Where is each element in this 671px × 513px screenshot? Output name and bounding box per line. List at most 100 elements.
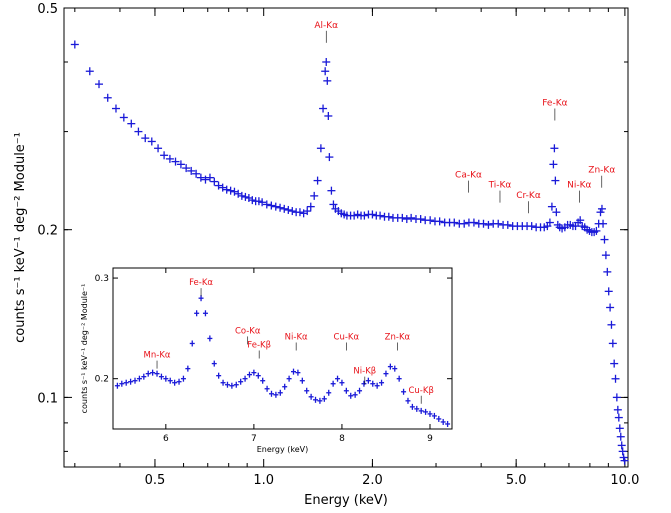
- data-point: [611, 374, 620, 383]
- inset-data-point: [136, 375, 142, 382]
- inset-data-point: [343, 387, 349, 394]
- data-point: [147, 137, 156, 146]
- data-point: [127, 119, 136, 128]
- inset-data-point: [154, 370, 160, 377]
- x-tick-label: 0.5: [145, 473, 166, 488]
- inset-data-point: [128, 378, 134, 385]
- inset-data-point: [392, 365, 398, 372]
- y-tick-label: 0.5: [37, 2, 58, 17]
- inset-data-point: [158, 373, 164, 380]
- inset-data-point: [224, 381, 230, 388]
- data-point: [618, 447, 627, 456]
- data-point: [398, 213, 407, 222]
- data-point: [262, 200, 271, 209]
- inset-data-point: [299, 377, 305, 384]
- data-point: [280, 204, 289, 213]
- data-point: [276, 203, 285, 212]
- data-point: [165, 154, 174, 163]
- inset-data-point: [295, 369, 301, 376]
- data-point: [119, 113, 128, 122]
- inset-x-tick-label: 6: [163, 434, 169, 444]
- line-label: Zn-Kα: [588, 166, 615, 176]
- data-point: [325, 153, 334, 162]
- inset-x-tick-label: 8: [339, 434, 345, 444]
- inset-line-label: Fe-Kα: [189, 278, 213, 288]
- inset-data-point: [132, 377, 138, 384]
- inset-line-label: Fe-Kβ: [247, 341, 271, 351]
- inset-data-point: [374, 382, 380, 389]
- line-label: Ca-Kα: [455, 171, 482, 181]
- x-tick-label: 10.0: [610, 473, 639, 488]
- inset-data-point: [440, 418, 446, 425]
- x-tick-label: 2.0: [362, 473, 383, 488]
- inset-data-point: [176, 378, 182, 385]
- x-tick-label: 5.0: [506, 473, 527, 488]
- inset-data-point: [361, 380, 367, 387]
- data-point: [601, 251, 610, 260]
- inset-data-point: [348, 392, 354, 399]
- inset-data-point: [211, 360, 217, 367]
- inset-data-point: [352, 391, 358, 398]
- inset-y-axis-title: counts s⁻¹ keV⁻¹ deg⁻² Module⁻¹: [80, 284, 89, 414]
- y-axis-title: counts s⁻¹ keV⁻¹ deg⁻² Module⁻¹: [13, 132, 28, 343]
- data-point: [607, 320, 616, 329]
- data-point: [271, 202, 280, 211]
- inset-data-point: [383, 370, 389, 377]
- data-point: [503, 220, 512, 229]
- data-point: [608, 339, 617, 348]
- data-point: [551, 176, 560, 185]
- data-point: [303, 207, 312, 216]
- inset-data-point: [145, 370, 151, 377]
- inset-data-point: [370, 380, 376, 387]
- data-point: [176, 160, 185, 169]
- line-label: Al-Kα: [314, 21, 338, 31]
- data-point: [592, 226, 601, 235]
- data-point: [284, 205, 293, 214]
- inset-data-point: [198, 295, 204, 302]
- data-point: [402, 215, 411, 224]
- inset-data-point: [264, 385, 270, 392]
- inset-data-point: [268, 390, 274, 397]
- inset-data-point: [260, 377, 266, 384]
- data-point: [494, 219, 503, 228]
- data-point: [596, 208, 605, 217]
- inset-data-point: [339, 379, 345, 386]
- data-point: [329, 200, 338, 209]
- data-point: [360, 211, 369, 220]
- inset-data-point: [423, 408, 429, 415]
- inset-x-tick-label: 7: [251, 434, 257, 444]
- y-tick-label: 0.2: [37, 224, 58, 239]
- inset-line-label: Ni-Kβ: [353, 367, 376, 377]
- data-point: [617, 441, 626, 450]
- inset-data-point: [357, 387, 363, 394]
- inset-data-point: [379, 379, 385, 386]
- inset-data-point: [286, 375, 292, 382]
- line-label: Ti-Kα: [488, 181, 512, 191]
- inset-data-point: [313, 396, 319, 403]
- data-point: [322, 57, 331, 66]
- inset-plot-frame: [112, 267, 453, 430]
- data-point: [316, 144, 325, 153]
- data-point: [196, 173, 205, 182]
- inset-data-point: [326, 389, 332, 396]
- inset-data-point: [189, 340, 195, 347]
- data-point: [384, 212, 393, 221]
- data-point: [353, 210, 362, 219]
- data-point: [484, 220, 493, 229]
- inset-y-tick-label: 0.3: [95, 274, 109, 284]
- inset-line-label: Ni-Kα: [285, 332, 308, 342]
- data-point: [479, 219, 488, 228]
- data-point: [222, 185, 231, 194]
- data-point: [368, 210, 377, 219]
- inset-data-point: [405, 397, 411, 404]
- line-label: Ni-Kα: [567, 181, 591, 191]
- inset-line-label: Zn-Kα: [385, 332, 411, 342]
- inset-data-point: [330, 380, 336, 387]
- inset-data-point: [172, 379, 178, 386]
- inset-data-point: [255, 372, 261, 379]
- inset-plot: 6 7 8 9 0.2 0.3 Energy (keV) counts s⁻¹ keV⁻¹ d…: [80, 267, 453, 454]
- data-point: [613, 405, 622, 414]
- data-point: [545, 218, 554, 227]
- data-point: [160, 151, 169, 160]
- data-point: [182, 164, 191, 173]
